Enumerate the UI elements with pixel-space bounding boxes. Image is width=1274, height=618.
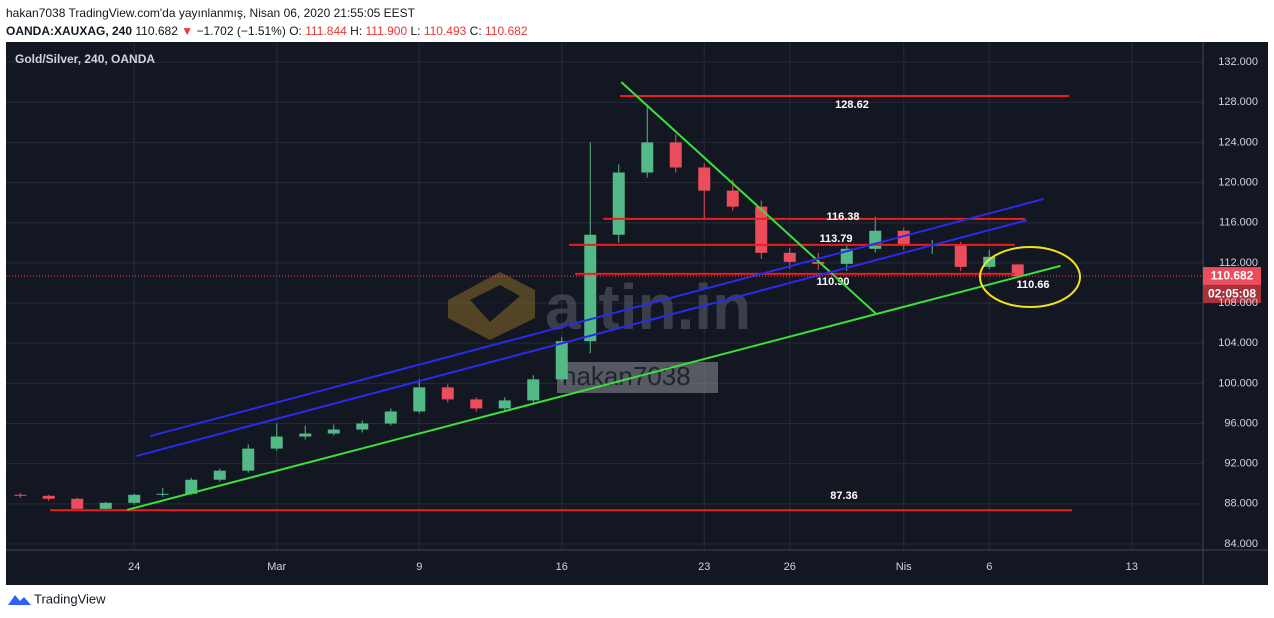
x-tick-label: Nis — [896, 561, 912, 573]
y-tick-label: 92.000 — [1224, 458, 1258, 470]
footer-brand: TradingView — [34, 591, 106, 606]
x-tick-label: 23 — [698, 561, 710, 573]
highlight-circle — [979, 246, 1081, 308]
ohlc-label: H: — [350, 24, 363, 38]
trend-line — [126, 264, 1061, 511]
y-tick-label: 116.000 — [1219, 217, 1258, 229]
y-tick-label: 112.000 — [1219, 257, 1258, 269]
x-tick-label: 13 — [1126, 561, 1138, 573]
trend-line — [135, 219, 1028, 457]
candle-body — [14, 494, 27, 496]
candle-body — [299, 433, 312, 437]
change: −1.702 (−1.51%) — [196, 24, 286, 38]
price-tags: 110.682 02:05:08 — [1203, 267, 1261, 304]
trend-line — [620, 81, 878, 315]
ohlc-label: C: — [469, 24, 482, 38]
ohlc-value: 111.900 — [365, 24, 408, 38]
y-tick-label: 88.000 — [1224, 498, 1258, 510]
header: hakan7038 TradingView.com'da yayınlanmış… — [6, 4, 528, 40]
price-tag — [1203, 267, 1261, 286]
watermark-author: hakan7038 — [562, 361, 691, 391]
y-tick-label: 84.000 — [1224, 538, 1258, 550]
candle-body — [555, 341, 568, 380]
watermark-logo-cut — [470, 285, 520, 322]
candle-body — [213, 470, 226, 480]
x-tick-label: 24 — [128, 561, 140, 573]
candle-body — [527, 379, 540, 401]
ohlc-label: L: — [410, 24, 421, 38]
candle-body — [384, 411, 397, 424]
candle-body — [726, 190, 739, 207]
x-tick-label: 26 — [784, 561, 796, 573]
candle-body — [869, 230, 882, 249]
candle-body — [356, 423, 369, 430]
level-label: 110.90 — [816, 276, 849, 288]
candle-body — [584, 234, 597, 342]
candle-body — [612, 172, 625, 235]
candle-body — [641, 142, 654, 173]
countdown-tag — [1203, 285, 1261, 304]
y-tick-label: 132.000 — [1218, 56, 1258, 68]
footer-logo — [8, 595, 31, 605]
quote-line: OANDA:XAUXAG, 240 110.682 ▼ −1.702 (−1.5… — [6, 22, 528, 40]
ohlc: O: 111.844 H: 111.900 L: 110.493 C: 110.… — [289, 24, 527, 38]
chart-background — [6, 42, 1268, 585]
candle-body — [71, 498, 84, 509]
candle-body — [983, 256, 996, 267]
annotation: 110.66 — [1016, 279, 1049, 291]
candle-body — [99, 502, 112, 509]
candle-body — [470, 399, 483, 409]
ohlc-value: 111.844 — [305, 24, 347, 38]
candle-body — [441, 387, 454, 400]
y-tick-label: 128.000 — [1218, 96, 1258, 108]
candle-body — [327, 429, 340, 434]
level-label: 116.38 — [826, 211, 859, 223]
footer: TradingView — [8, 591, 106, 606]
price-tag-label: 110.682 — [1211, 268, 1254, 282]
candle-body — [1011, 264, 1024, 277]
publish-line: hakan7038 TradingView.com'da yayınlanmış… — [6, 6, 415, 20]
level-label: 87.36 — [830, 490, 858, 502]
candle-body — [783, 252, 796, 262]
candle-body — [128, 494, 141, 503]
x-tick-label: 6 — [986, 561, 992, 573]
y-tick-label: 120.000 — [1218, 176, 1258, 188]
watermark-box — [557, 362, 718, 393]
level-label: 128.62 — [835, 99, 869, 111]
candle-body — [156, 493, 169, 495]
arrow: ▼ — [181, 24, 194, 38]
plot: 128.62 116.38 113.79 110.90 87.36 110.66 — [6, 81, 1203, 512]
countdown-label: 02:05:08 — [1208, 286, 1256, 300]
chart-title: Gold/Silver, 240, OANDA — [15, 52, 155, 66]
y-tick-label: 100.000 — [1218, 377, 1258, 389]
y-tick-label: 124.000 — [1218, 136, 1258, 148]
level-label: 113.79 — [819, 233, 852, 245]
symbol: OANDA:XAUXAG, 240 — [6, 24, 133, 38]
y-tick-label: 108.000 — [1218, 297, 1258, 309]
price: 110.682 — [135, 24, 178, 38]
candle-body — [812, 261, 825, 264]
y-tick-label: 104.000 — [1218, 337, 1258, 349]
candle-body — [698, 167, 711, 191]
watermark-brand: altin.in — [545, 271, 751, 343]
ohlc-value: 110.682 — [485, 24, 528, 38]
candle-body — [185, 479, 198, 494]
candle-body — [669, 142, 682, 168]
candle-body — [42, 495, 55, 499]
candle-body — [498, 400, 511, 409]
x-tick-label: 16 — [556, 561, 568, 573]
candle-body — [413, 387, 426, 412]
candle-body — [242, 448, 255, 471]
ohlc-value: 110.493 — [423, 24, 467, 38]
y-tick-label: 96.000 — [1224, 417, 1258, 429]
x-tick-label: Mar — [267, 561, 286, 573]
trend-line — [149, 198, 1044, 438]
x-tick-label: 9 — [416, 561, 422, 573]
candle-body — [954, 244, 967, 267]
ohlc-label: O: — [289, 24, 302, 38]
watermark: altin.in hakan7038 — [448, 271, 751, 393]
candle-body — [270, 436, 283, 449]
